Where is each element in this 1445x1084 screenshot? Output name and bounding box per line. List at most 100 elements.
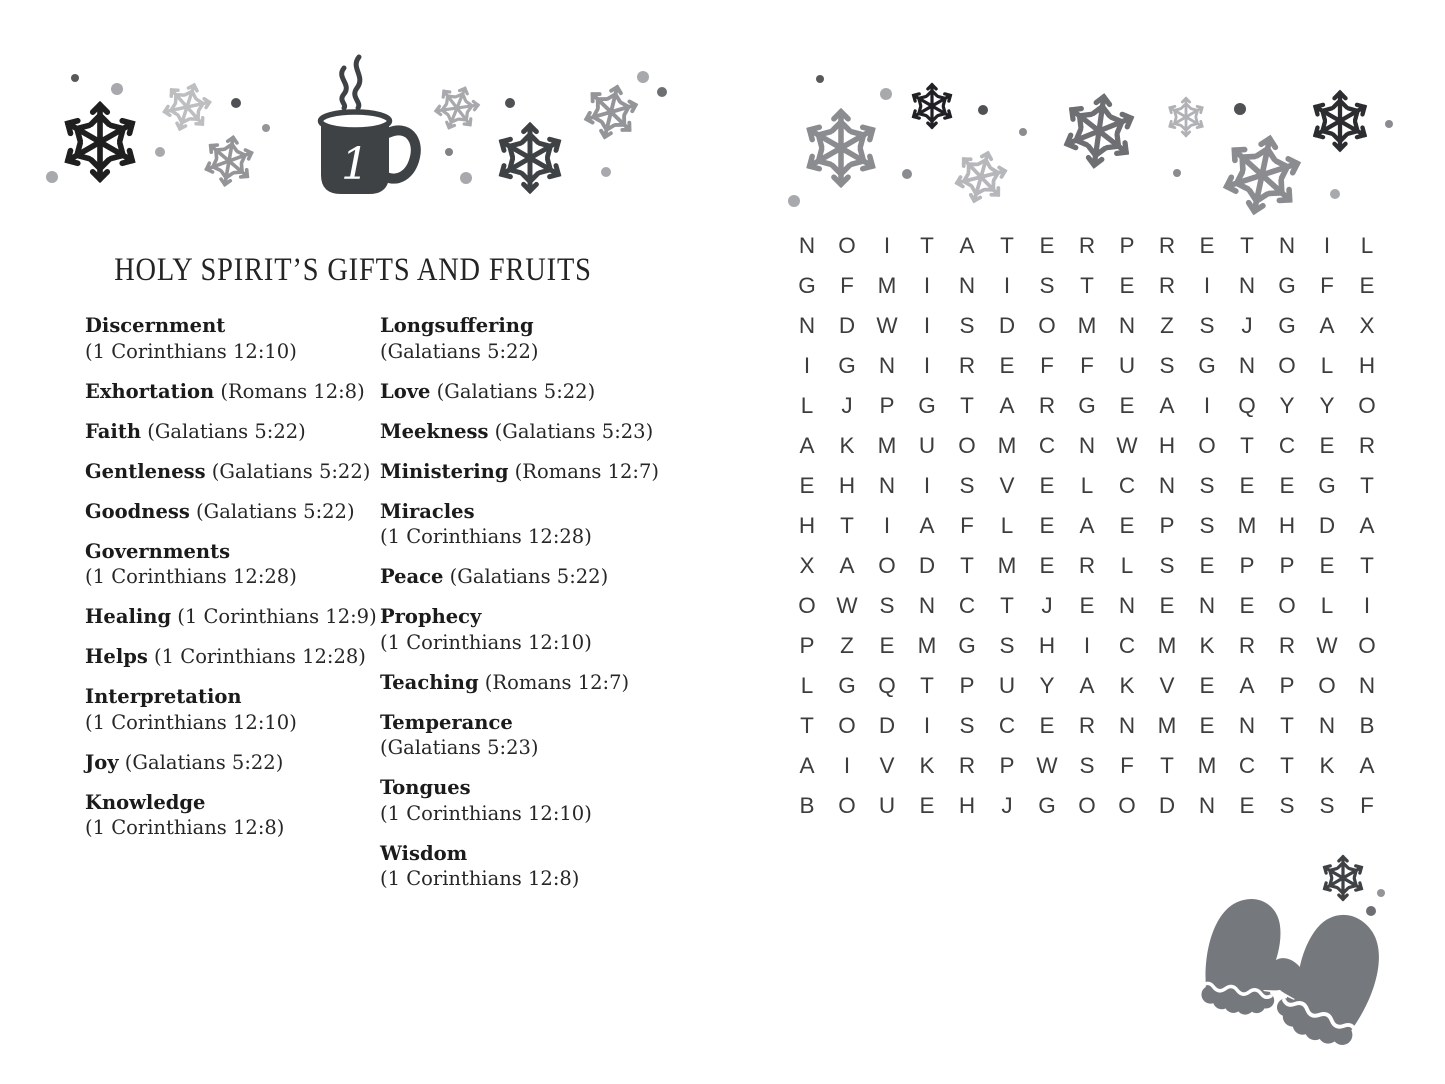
snowflake-icon bbox=[911, 85, 953, 127]
right-mitten bbox=[1247, 891, 1401, 1057]
grid-cell: T bbox=[840, 513, 854, 538]
grid-cell: F bbox=[1360, 793, 1374, 818]
word-list-column-right: Longsuffering (Galatians 5:22) Love (Galat… bbox=[380, 313, 685, 906]
grid-cell: I bbox=[1203, 393, 1211, 418]
scripture-ref: (1 Corinthians 12:28) bbox=[380, 525, 592, 548]
word: Exhortation bbox=[85, 379, 215, 403]
word: Prophecy bbox=[380, 605, 482, 628]
grid-cell: J bbox=[1241, 313, 1253, 338]
word: Temperance bbox=[380, 710, 513, 734]
grid-cell: O bbox=[838, 233, 856, 258]
grid-cell: T bbox=[920, 233, 934, 258]
grid-cell: E bbox=[1119, 393, 1135, 418]
grid-cell: N bbox=[798, 313, 816, 338]
grid-cell: A bbox=[799, 753, 815, 778]
scripture-ref: (1 Corinthians 12:10) bbox=[85, 339, 297, 363]
snowflake-icon bbox=[202, 133, 257, 188]
grid-cell: O bbox=[1318, 673, 1336, 698]
grid-cell: I bbox=[1323, 233, 1331, 258]
grid-cell: M bbox=[1237, 513, 1257, 538]
grid-cell: E bbox=[1319, 553, 1335, 578]
snow-dot bbox=[1173, 169, 1181, 177]
grid-cell: Z bbox=[840, 633, 854, 658]
grid-cell: O bbox=[838, 793, 856, 818]
word: Knowledge bbox=[85, 790, 206, 814]
grid-cell: M bbox=[997, 433, 1017, 458]
word-list-entry: Governments (1 Corinthians 12:28) bbox=[85, 539, 377, 590]
grid-cell: O bbox=[1278, 353, 1296, 378]
grid-cell: E bbox=[1039, 513, 1055, 538]
grid-cell: P bbox=[1279, 553, 1295, 578]
grid-cell: P bbox=[1279, 673, 1295, 698]
snow-dot bbox=[880, 88, 892, 100]
grid-cell: O bbox=[878, 553, 896, 578]
grid-cell: A bbox=[839, 553, 855, 578]
grid-cell: B bbox=[799, 793, 815, 818]
grid-cell: N bbox=[1238, 273, 1256, 298]
grid-cell: T bbox=[960, 393, 974, 418]
puzzle-number: 1 bbox=[341, 139, 369, 190]
grid-cell: Q bbox=[1238, 393, 1256, 418]
word-list-entry: Goodness (Galatians 5:22) bbox=[85, 499, 377, 525]
grid-cell: T bbox=[1160, 753, 1174, 778]
grid-cell: D bbox=[918, 553, 936, 578]
grid-cell: W bbox=[1036, 753, 1058, 778]
grid-cell: I bbox=[1003, 273, 1011, 298]
grid-cell: I bbox=[1363, 593, 1371, 618]
snow-dot bbox=[1330, 189, 1340, 199]
grid-cell: E bbox=[999, 353, 1015, 378]
snowflake-icon bbox=[1312, 93, 1368, 150]
grid-cell: D bbox=[1318, 513, 1336, 538]
page-title: HOLY SPIRIT’S GIFTS AND FRUITS bbox=[114, 252, 592, 289]
grid-cell: G bbox=[1278, 313, 1296, 338]
word: Faith bbox=[85, 419, 142, 443]
grid-cell: S bbox=[1319, 793, 1335, 818]
grid-cell: L bbox=[1360, 233, 1374, 258]
scripture-ref: (1 Corinthians 12:28) bbox=[147, 645, 366, 668]
word-list-entry: Knowledge (1 Corinthians 12:8) bbox=[85, 790, 377, 841]
grid-cell: H bbox=[838, 473, 856, 498]
grid-cell: L bbox=[800, 673, 814, 698]
mug-body bbox=[321, 121, 389, 194]
scripture-ref: (1 Corinthians 12:8) bbox=[380, 867, 580, 890]
grid-cell: J bbox=[1001, 793, 1013, 818]
grid-cell: E bbox=[919, 793, 935, 818]
grid-cell: N bbox=[1198, 593, 1216, 618]
word-list-entry: Meekness (Galatians 5:23) bbox=[380, 419, 685, 445]
grid-cell: T bbox=[1360, 473, 1374, 498]
grid-cell: R bbox=[1078, 553, 1096, 578]
grid-cell: D bbox=[838, 313, 856, 338]
grid-cell: V bbox=[879, 753, 895, 778]
scripture-ref: (Romans 12:7) bbox=[478, 670, 630, 694]
coffee-mug-icon: 1 bbox=[317, 54, 421, 194]
snow-dot bbox=[816, 75, 824, 83]
steam-icon bbox=[339, 54, 363, 111]
grid-cell: F bbox=[1320, 273, 1334, 298]
word-list-entry: Ministering (Romans 12:7) bbox=[380, 459, 685, 485]
scripture-ref: (Galatians 5:22) bbox=[189, 499, 355, 523]
grid-cell: L bbox=[1320, 353, 1334, 378]
grid-cell: P bbox=[879, 393, 895, 418]
grid-cell: E bbox=[1239, 593, 1255, 618]
grid-cell: I bbox=[923, 313, 931, 338]
grid-cell: S bbox=[1199, 473, 1215, 498]
grid-cell: C bbox=[1238, 753, 1256, 778]
grid-cell: E bbox=[1039, 473, 1055, 498]
grid-cell: H bbox=[1278, 513, 1296, 538]
word-list-entry: Gentleness (Galatians 5:22) bbox=[85, 459, 377, 485]
snow-dot bbox=[902, 169, 912, 179]
grid-cell: E bbox=[1199, 713, 1215, 738]
word-list-entry: Joy (Galatians 5:22) bbox=[85, 750, 377, 776]
grid-cell: A bbox=[1079, 513, 1095, 538]
grid-cell: N bbox=[1078, 433, 1096, 458]
snow-dot bbox=[657, 87, 667, 97]
grid-cell: W bbox=[836, 593, 858, 618]
grid-cell: A bbox=[1079, 673, 1095, 698]
grid-cell: G bbox=[838, 353, 856, 378]
mug-handle bbox=[381, 125, 421, 184]
grid-cell: I bbox=[1203, 273, 1211, 298]
grid-cell: E bbox=[1119, 513, 1135, 538]
grid-cell: K bbox=[1319, 753, 1335, 778]
grid-cell: G bbox=[1278, 273, 1296, 298]
